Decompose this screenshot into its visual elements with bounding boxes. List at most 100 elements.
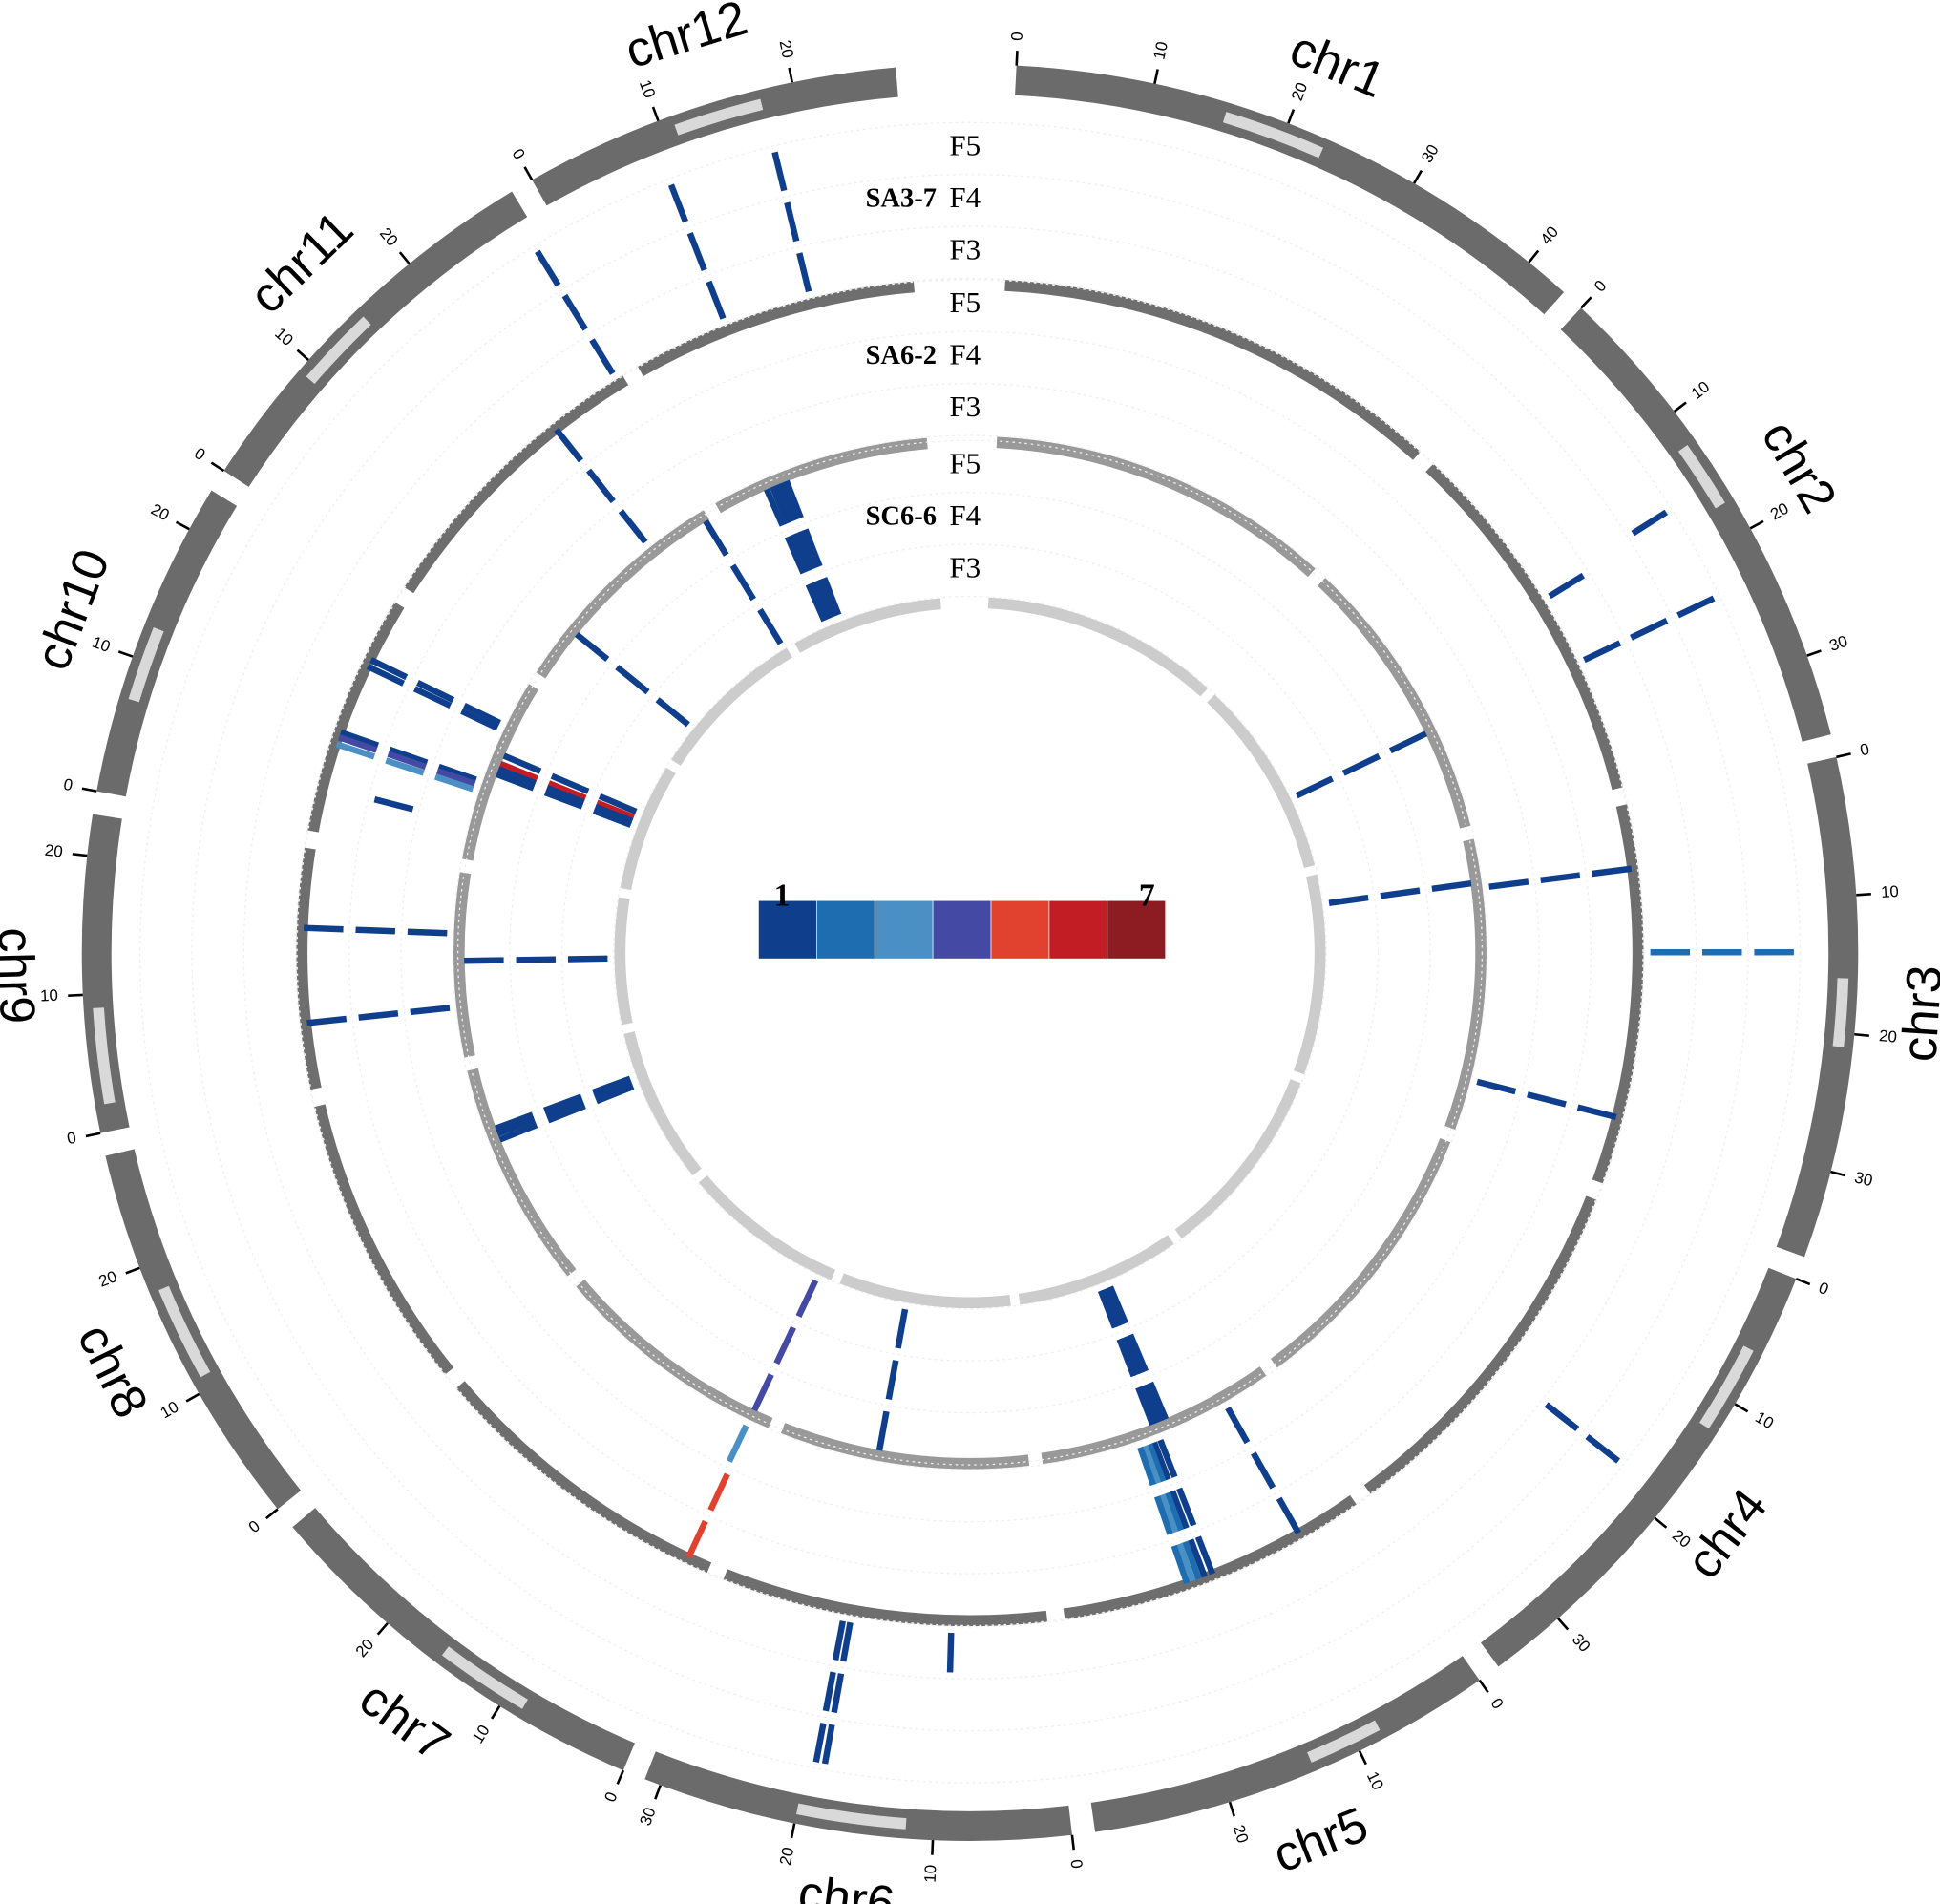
qtl-mark bbox=[496, 1116, 537, 1137]
chromosome bbox=[1015, 65, 1565, 315]
qtl-mark bbox=[436, 768, 476, 787]
tick-label: 10 bbox=[636, 77, 659, 100]
qtl-mark bbox=[831, 1673, 845, 1714]
chromosome-label: chr11 bbox=[239, 201, 364, 324]
qtl-mark bbox=[685, 1519, 708, 1559]
tick-label: 10 bbox=[90, 633, 113, 656]
track-baseline bbox=[1270, 1137, 1451, 1368]
qtl-mark bbox=[389, 746, 429, 766]
tick-mark bbox=[1654, 1516, 1668, 1529]
legend-min-label: 1 bbox=[774, 878, 791, 913]
qtl-mark bbox=[726, 1424, 749, 1463]
qtl-mark bbox=[1188, 1538, 1208, 1578]
legend-swatch bbox=[1107, 899, 1167, 960]
qtl-mark bbox=[1631, 509, 1669, 537]
tick-mark bbox=[1806, 649, 1822, 657]
qtl-mark bbox=[798, 529, 819, 569]
qtl-mark bbox=[544, 1097, 584, 1118]
qtl-mark bbox=[1164, 1491, 1185, 1532]
tick-label: 10 bbox=[1149, 40, 1170, 61]
qtl-mark bbox=[546, 1103, 586, 1124]
chromosome bbox=[1090, 1656, 1480, 1832]
qtl-mark bbox=[774, 483, 796, 523]
track-label: SA3-7 bbox=[866, 183, 937, 213]
qtl-mark bbox=[686, 232, 707, 272]
ring-guide bbox=[456, 439, 1484, 1466]
qtl-mark bbox=[1107, 1285, 1128, 1325]
qtl-mark bbox=[366, 664, 406, 687]
tick-mark bbox=[1015, 51, 1019, 66]
qtl-mark bbox=[594, 803, 634, 824]
ring-label: F5 bbox=[949, 286, 981, 319]
qtl-mark bbox=[1585, 1433, 1621, 1464]
qtl-mark bbox=[339, 729, 380, 749]
qtl-mark bbox=[369, 657, 409, 681]
track-baseline bbox=[1425, 463, 1623, 791]
qtl-mark bbox=[840, 1621, 854, 1662]
track-label: SA6-2 bbox=[866, 341, 937, 370]
qtl-mark bbox=[460, 708, 499, 731]
tick-label: 0 bbox=[245, 1516, 264, 1536]
qtl-mark bbox=[1380, 887, 1421, 899]
qtl-mark bbox=[416, 680, 455, 704]
centromere bbox=[306, 316, 371, 384]
qtl-mark bbox=[592, 1075, 632, 1096]
tick-label: 0 bbox=[1591, 277, 1610, 296]
track-baseline bbox=[780, 1423, 1030, 1470]
tick-label: 0 bbox=[62, 775, 74, 794]
qtl-mark bbox=[1431, 879, 1472, 893]
tick-mark bbox=[1528, 249, 1540, 264]
tick-label: 10 bbox=[1752, 1407, 1777, 1432]
qtl-mark bbox=[1176, 1487, 1197, 1527]
track-baseline bbox=[307, 602, 405, 833]
qtl-mark bbox=[895, 1308, 909, 1349]
tick-label: 0 bbox=[1067, 1858, 1086, 1869]
chromosome-label: chr2 bbox=[1751, 411, 1847, 521]
track-baseline bbox=[1318, 578, 1471, 829]
qtl-mark bbox=[437, 763, 477, 783]
ring-guide bbox=[191, 174, 1749, 1732]
legend-max-label: 7 bbox=[1139, 878, 1155, 913]
qtl-mark bbox=[550, 772, 590, 794]
qtl-mark bbox=[1176, 1542, 1196, 1582]
chromosome bbox=[96, 490, 238, 797]
tick-mark bbox=[1153, 69, 1159, 84]
qtl-mark bbox=[764, 488, 786, 527]
tick-mark bbox=[1749, 519, 1764, 530]
centromere bbox=[93, 1007, 116, 1105]
qtl-mark bbox=[1544, 1402, 1580, 1432]
qtl-mark bbox=[946, 1632, 955, 1673]
tick-mark bbox=[1556, 1617, 1570, 1631]
qtl-mark bbox=[885, 1360, 899, 1401]
qtl-mark bbox=[338, 734, 378, 753]
qtl-mark bbox=[1128, 1333, 1149, 1373]
qtl-mark bbox=[875, 1410, 890, 1451]
ring-label: F4 bbox=[949, 338, 981, 371]
tick-mark bbox=[296, 349, 309, 361]
centromere bbox=[1307, 1720, 1381, 1763]
qtl-mark bbox=[1139, 1385, 1160, 1425]
qtl-mark bbox=[771, 151, 788, 192]
tick-label: 10 bbox=[158, 1398, 182, 1423]
chromosome bbox=[105, 1149, 302, 1510]
qtl-mark bbox=[574, 631, 610, 662]
tick-label: 0 bbox=[508, 145, 528, 162]
ring-label: F5 bbox=[949, 129, 981, 162]
qtl-mark bbox=[502, 752, 542, 774]
qtl-mark bbox=[498, 1122, 538, 1143]
tick-mark bbox=[1830, 1170, 1845, 1177]
qtl-mark bbox=[667, 183, 689, 223]
tick-mark bbox=[68, 993, 83, 997]
ring-label: F4 bbox=[949, 498, 981, 532]
tick-mark bbox=[376, 1622, 389, 1636]
ring-guide bbox=[400, 383, 1540, 1523]
tick-label: 30 bbox=[1418, 141, 1443, 166]
qtl-mark bbox=[1101, 1288, 1122, 1328]
qtl-mark bbox=[567, 955, 608, 963]
qtl-mark bbox=[821, 1724, 835, 1765]
tick-mark bbox=[1478, 1679, 1489, 1694]
tick-mark bbox=[81, 787, 97, 793]
tick-mark bbox=[1358, 1750, 1367, 1766]
qtl-mark bbox=[335, 741, 376, 760]
chromosome-label: chr5 bbox=[1265, 1796, 1375, 1883]
